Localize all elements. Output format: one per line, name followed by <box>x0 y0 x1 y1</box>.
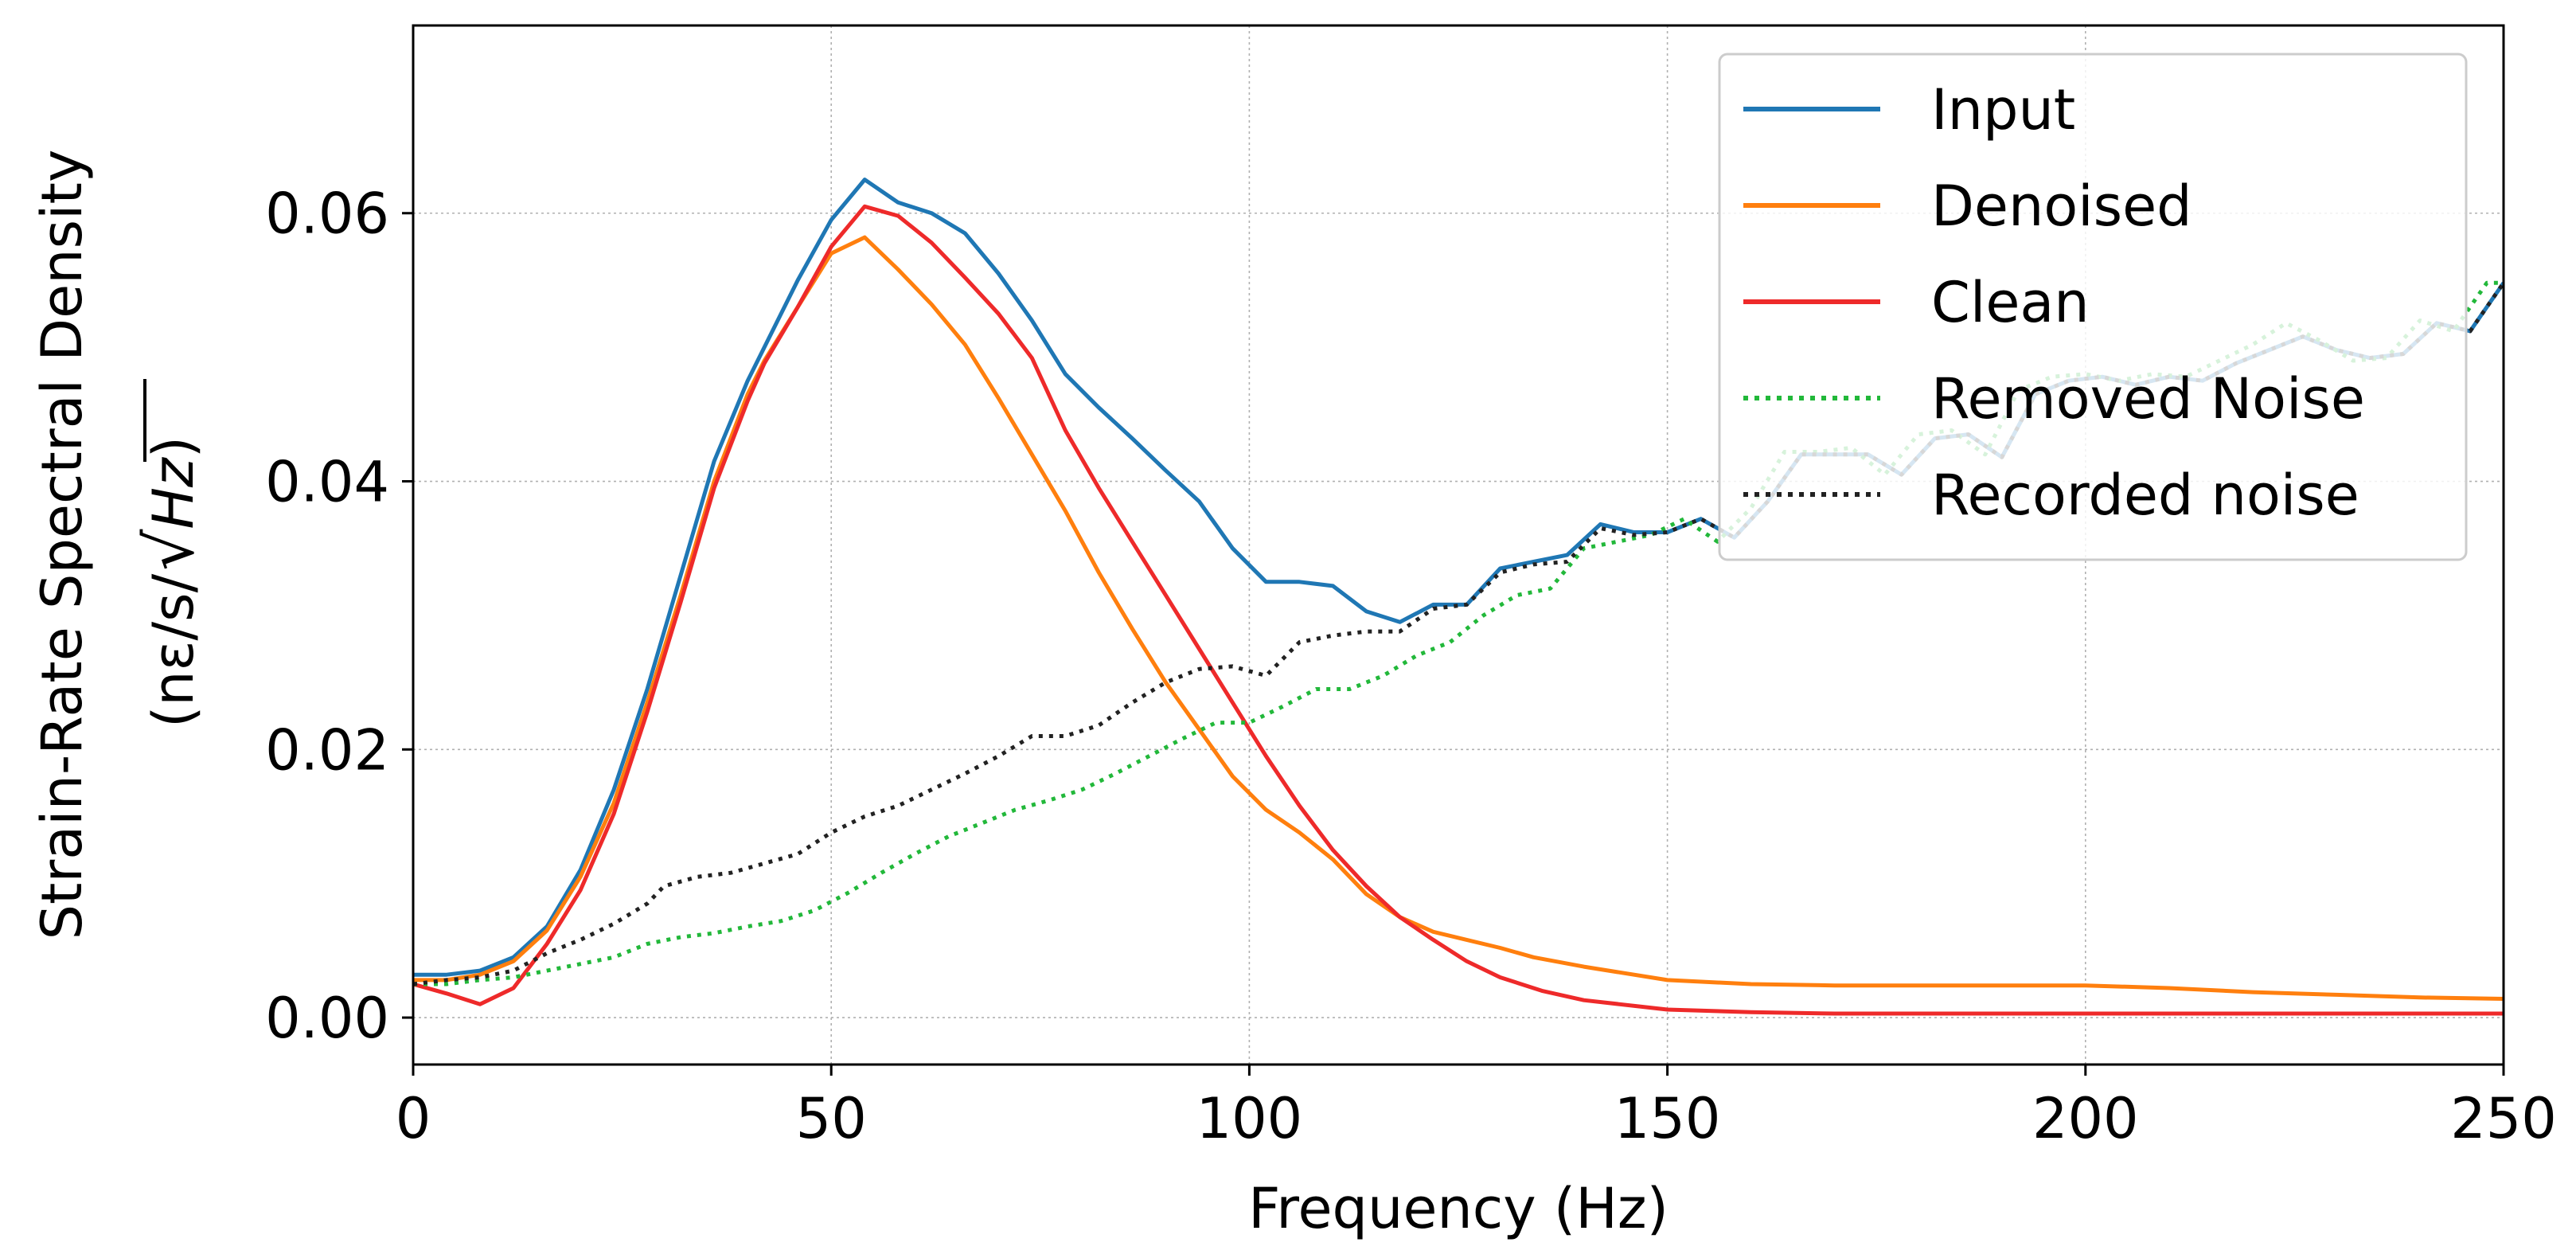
legend-label: Recorded noise <box>1931 463 2359 528</box>
legend-label: Denoised <box>1931 174 2192 239</box>
y-tick-label: 0.00 <box>265 986 389 1051</box>
legend: Input Denoised Clean Removed Noise Recorded … <box>1718 53 2468 561</box>
y-axis-label: Strain-Rate Spectral Density <box>29 150 95 940</box>
y-unit-suffix: ) <box>141 436 206 458</box>
legend-label: Removed Noise <box>1931 366 2365 432</box>
x-tick-label: 200 <box>2032 1086 2139 1151</box>
series-line-clean <box>413 204 2504 1016</box>
x-tick-label: 50 <box>796 1086 867 1151</box>
sqrt-symbol: √ <box>133 529 209 571</box>
y-unit-radicand: Hz <box>141 456 206 529</box>
x-tick-label: 150 <box>1614 1086 1721 1151</box>
y-axis-label-line1: Strain-Rate Spectral Density <box>29 150 95 940</box>
plot-frame <box>412 24 2505 1066</box>
x-tick-label: 250 <box>2450 1086 2557 1151</box>
series-line-denoised <box>413 235 2504 1001</box>
y-unit-prefix: (nε/s/ <box>141 573 206 728</box>
y-axis-unit-label: (nε/s/√Hz) <box>133 379 209 728</box>
x-axis-ticks: 0 50 100 150 200 250 <box>396 1065 2557 1151</box>
x-tick-label: 100 <box>1196 1086 1303 1151</box>
y-tick-label: 0.02 <box>265 717 389 783</box>
x-tick-label: 0 <box>396 1086 431 1151</box>
y-tick-label: 0.04 <box>265 450 389 515</box>
legend-label: Input <box>1931 77 2075 143</box>
y-axis-ticks: 0.00 0.02 0.04 0.06 <box>265 182 413 1051</box>
y-tick-label: 0.06 <box>265 182 389 247</box>
legend-box <box>1718 53 2468 561</box>
svg-text:(nε/s/√Hz): (nε/s/√Hz) <box>133 436 209 728</box>
legend-label: Clean <box>1931 270 2090 335</box>
x-axis-label: Frequency (Hz) <box>1248 1176 1669 1241</box>
